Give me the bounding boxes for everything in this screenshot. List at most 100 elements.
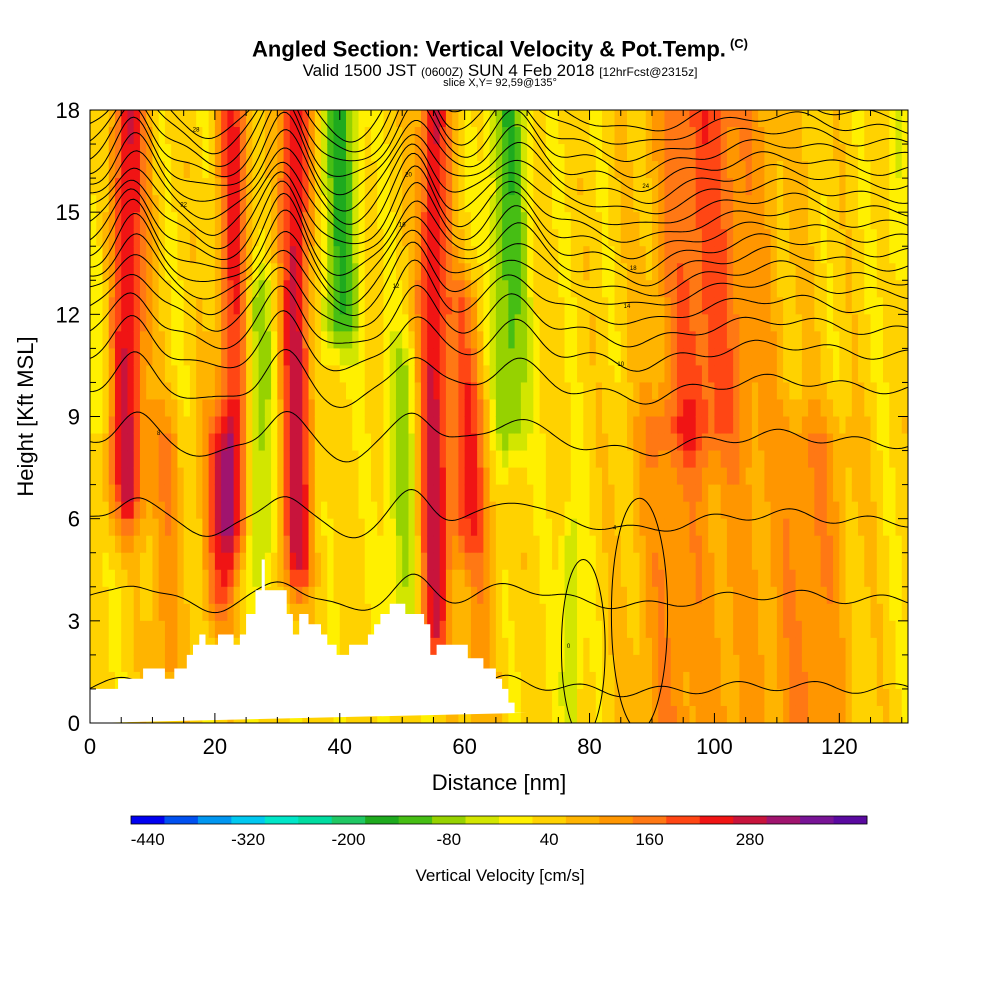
velocity-cell: [833, 382, 840, 401]
velocity-cell: [202, 484, 210, 503]
velocity-cell: [258, 535, 266, 554]
velocity-cell: [339, 246, 347, 264]
velocity-cell: [208, 467, 216, 486]
velocity-cell: [314, 535, 322, 554]
velocity-cell: [633, 688, 641, 707]
velocity-cell: [714, 127, 722, 145]
velocity-cell: [870, 535, 878, 554]
velocity-cell: [564, 280, 572, 298]
velocity-cell: [239, 433, 247, 452]
velocity-cell: [308, 382, 316, 401]
velocity-cell: [645, 399, 653, 418]
velocity-cell: [221, 348, 228, 367]
velocity-cell: [845, 416, 853, 435]
velocity-cell: [820, 688, 828, 707]
velocity-cell: [533, 705, 541, 723]
velocity-cell: [733, 705, 741, 723]
velocity-cell: [564, 518, 572, 537]
velocity-cell: [289, 348, 297, 367]
velocity-cell: [695, 110, 703, 128]
velocity-cell: [820, 552, 828, 571]
velocity-cell: [645, 535, 653, 554]
velocity-cell: [726, 144, 734, 162]
y-tick-label: 9: [68, 405, 80, 430]
velocity-cell: [221, 212, 228, 230]
velocity-cell: [614, 688, 622, 707]
velocity-cell: [670, 569, 678, 588]
velocity-cell: [96, 450, 104, 469]
isentrope-label: 16: [399, 223, 406, 229]
velocity-cell: [302, 229, 310, 247]
velocity-cell: [258, 382, 266, 401]
velocity-cell: [577, 705, 584, 723]
velocity-cell: [889, 705, 897, 723]
velocity-cell: [458, 229, 466, 247]
velocity-cell: [676, 654, 684, 673]
velocity-cell: [845, 127, 853, 145]
velocity-cell: [889, 280, 897, 298]
velocity-cell: [90, 586, 97, 605]
velocity-cell: [789, 331, 797, 349]
velocity-cell: [252, 331, 260, 349]
velocity-cell: [783, 382, 790, 401]
velocity-cell: [876, 569, 884, 588]
velocity-cell: [489, 212, 497, 230]
velocity-cell: [302, 518, 310, 537]
velocity-cell: [527, 484, 534, 503]
velocity-cell: [876, 501, 884, 520]
velocity-cell: [695, 433, 703, 452]
velocity-cell: [302, 501, 310, 520]
velocity-cell: [801, 212, 809, 230]
velocity-cell: [152, 518, 160, 537]
velocity-cell: [589, 246, 597, 264]
velocity-cell: [202, 348, 210, 367]
velocity-cell: [283, 348, 291, 367]
velocity-cell: [427, 382, 435, 401]
velocity-cell: [164, 586, 172, 605]
velocity-cell: [577, 348, 584, 367]
velocity-cell: [751, 110, 759, 128]
velocity-cell: [489, 569, 497, 588]
velocity-cell: [321, 620, 328, 639]
velocity-cell: [196, 569, 203, 588]
velocity-cell: [708, 569, 716, 588]
velocity-cell: [801, 450, 809, 469]
velocity-cell: [452, 297, 460, 315]
velocity-cell: [514, 450, 522, 469]
velocity-cell: [564, 535, 572, 554]
velocity-cell: [670, 399, 678, 418]
velocity-cell: [445, 178, 453, 196]
velocity-cell: [558, 144, 566, 162]
velocity-cell: [408, 161, 416, 179]
velocity-cell: [608, 110, 616, 128]
velocity-cell: [751, 297, 759, 315]
velocity-cell: [651, 195, 659, 213]
velocity-cell: [714, 586, 722, 605]
velocity-cell: [452, 416, 460, 435]
velocity-cell: [851, 161, 859, 179]
velocity-cell: [364, 552, 372, 571]
velocity-cell: [164, 654, 172, 673]
velocity-cell: [751, 671, 759, 690]
velocity-cell: [651, 382, 659, 401]
velocity-cell: [196, 433, 203, 452]
velocity-cell: [164, 620, 172, 639]
velocity-cell: [514, 348, 522, 367]
velocity-cell: [395, 348, 403, 367]
velocity-cell: [670, 127, 678, 145]
velocity-cell: [114, 399, 122, 418]
velocity-cell: [427, 161, 435, 179]
velocity-cell: [346, 586, 353, 605]
velocity-cell: [214, 382, 222, 401]
velocity-cell: [96, 348, 104, 367]
velocity-cell: [139, 178, 147, 196]
velocity-cell: [814, 212, 822, 230]
velocity-cell: [514, 331, 522, 349]
velocity-cell: [670, 365, 678, 384]
isentrope-label: 22: [180, 202, 187, 208]
velocity-cell: [420, 195, 428, 213]
velocity-cell: [539, 195, 547, 213]
velocity-cell: [127, 569, 135, 588]
velocity-cell: [633, 467, 641, 486]
